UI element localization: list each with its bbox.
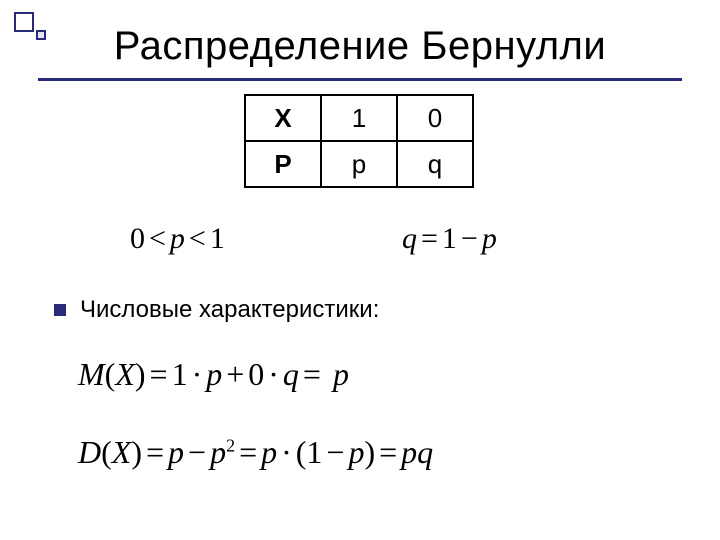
table-header-x: X bbox=[245, 95, 321, 141]
bullet-icon bbox=[54, 304, 66, 316]
p-range-formula: 0<p<1 bbox=[130, 222, 225, 256]
table-cell: 1 bbox=[321, 95, 397, 141]
table-row: X 1 0 bbox=[245, 95, 473, 141]
bullet-text: Числовые характеристики: bbox=[80, 296, 379, 324]
table-header-p: P bbox=[245, 141, 321, 187]
table-row: P p q bbox=[245, 141, 473, 187]
slide-title: Распределение Бернулли bbox=[0, 24, 720, 69]
table-cell: p bbox=[321, 141, 397, 187]
variance-formula: D(X)=p−p2=p·(1−p)=pq bbox=[78, 434, 433, 471]
distribution-table: X 1 0 P p q bbox=[244, 94, 474, 188]
table-cell: q bbox=[397, 141, 473, 187]
q-definition-formula: q=1−p bbox=[402, 222, 497, 256]
title-underline bbox=[38, 78, 682, 81]
table-cell: 0 bbox=[397, 95, 473, 141]
expectation-formula: M(X)=1·p+0·q= p bbox=[78, 356, 349, 393]
bullet-characteristics: Числовые характеристики: bbox=[54, 296, 379, 324]
